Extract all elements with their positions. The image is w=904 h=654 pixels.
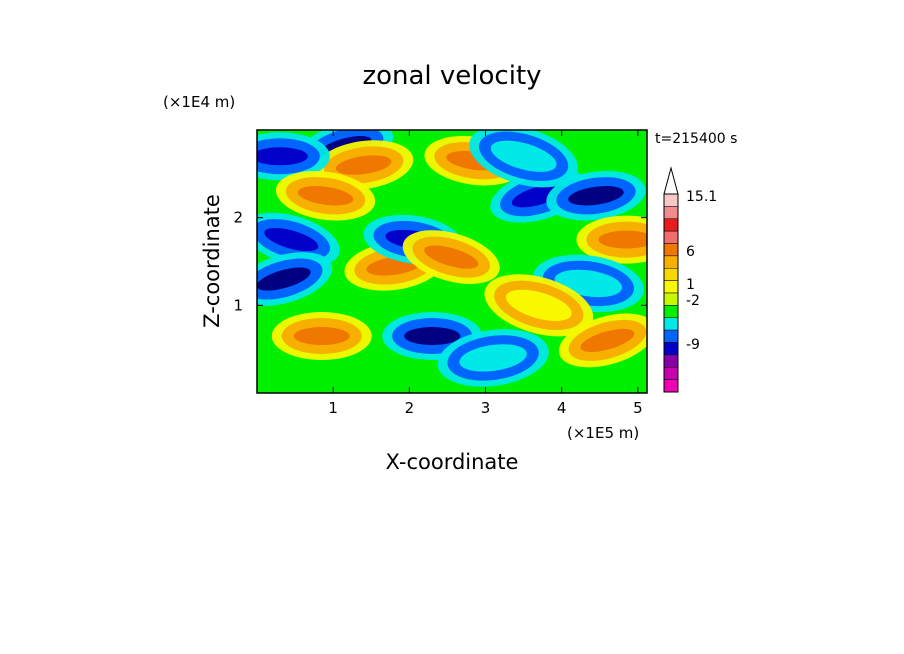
colorbar-swatch [663,305,679,318]
contour-feature [558,313,647,368]
colorbar-swatch [663,243,679,257]
chart-title: zonal velocity [362,61,541,91]
colorbar-swatch [663,268,679,281]
contour-feature [257,132,330,181]
colorbar-swatch [663,354,679,368]
colorbar-swatch [663,292,679,306]
colorbar: 15.1 6 1-2 -9 [663,166,717,393]
contour-feature [257,212,340,267]
colorbar-swatch [663,255,679,269]
colorbar-swatch [663,367,679,380]
colorbar-swatch [663,206,679,219]
colorbar-swatch [663,317,679,331]
x-tick-label: 2 [405,399,415,417]
colorbar-swatch [663,218,679,232]
contour-feature [275,170,376,221]
colorbar-swatch [663,230,679,244]
contour-feature [469,130,578,188]
x-tick-label: 4 [557,399,567,417]
colorbar-swatch [663,342,679,356]
x-tick-label: 5 [633,399,643,417]
x-axis: 1 2 3 4 5 [328,130,643,417]
colorbar-label: 15.1 [686,189,717,205]
x-tick-label: 3 [481,399,491,417]
contour-feature [484,274,594,337]
contour-feature [576,215,647,264]
contour-feature [257,252,333,306]
x-unit-label: (×1E5 m) [567,424,639,442]
contour-feature [546,170,646,221]
contour-field [257,130,647,393]
colorbar-cap [663,166,679,195]
colorbar-swatch [663,193,679,207]
colorbar-label: 1 [686,277,695,293]
plot-frame [256,129,648,394]
colorbar-swatch [663,379,679,393]
y-unit-label: (×1E4 m) [163,93,235,111]
y-tick-label: 2 [233,209,243,227]
contour-feature [271,312,372,361]
colorbar-label: -2 [686,293,700,309]
colorbar-label: -9 [686,337,700,353]
y-axis: 12 [233,209,647,314]
x-tick-label: 1 [328,399,338,417]
y-tick-label: 1 [233,296,243,314]
colorbar-label: 6 [686,244,695,260]
time-label: t=215400 s [655,131,737,147]
x-axis-label: X-coordinate [386,450,519,474]
colorbar-frame [663,193,679,393]
colorbar-swatch [663,329,679,343]
contour-feature [437,329,549,387]
colorbar-swatch [663,280,679,294]
contour-feature [402,230,500,284]
y-axis-label: Z-coordinate [200,194,224,328]
